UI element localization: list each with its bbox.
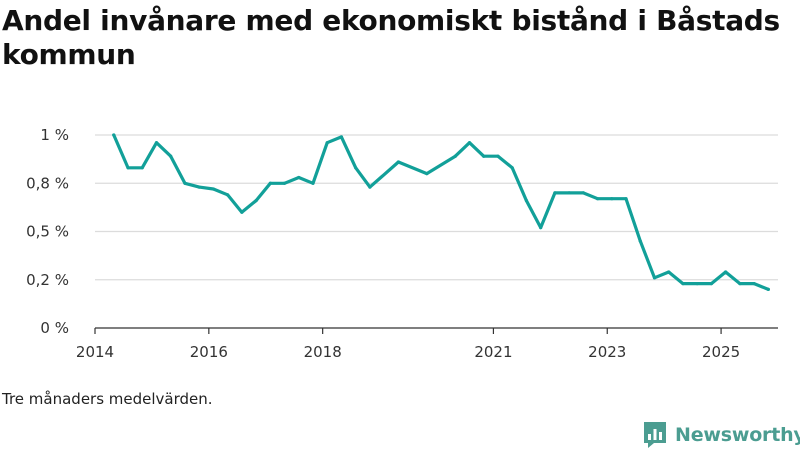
newsworthy-logo-icon bbox=[644, 422, 666, 448]
data-point bbox=[268, 181, 272, 185]
y-tick-label: 0,5 % bbox=[26, 223, 69, 241]
x-tick-label: 2018 bbox=[304, 343, 342, 361]
data-point bbox=[595, 197, 600, 201]
data-point bbox=[581, 191, 585, 195]
data-point bbox=[766, 287, 770, 291]
data-point bbox=[169, 154, 173, 158]
data-point bbox=[311, 181, 315, 185]
series-line bbox=[112, 133, 770, 291]
data-point bbox=[396, 160, 400, 164]
data-point bbox=[197, 185, 201, 189]
data-point bbox=[211, 187, 215, 191]
x-tick-label: 2014 bbox=[76, 343, 114, 361]
data-point bbox=[112, 133, 116, 137]
data-point bbox=[738, 282, 742, 286]
data-point bbox=[510, 166, 514, 170]
data-point bbox=[752, 282, 756, 286]
data-point bbox=[695, 282, 699, 286]
data-point bbox=[496, 154, 500, 158]
y-tick-label: 0,8 % bbox=[26, 174, 69, 192]
data-point bbox=[667, 270, 671, 274]
data-point bbox=[183, 181, 187, 185]
data-point bbox=[482, 154, 486, 158]
data-point bbox=[467, 141, 472, 145]
data-point bbox=[567, 191, 571, 195]
footnote: Tre månaders medelvärden. bbox=[2, 390, 213, 408]
data-point bbox=[240, 210, 244, 214]
x-tick-label: 2021 bbox=[474, 343, 512, 361]
data-point bbox=[610, 197, 614, 201]
brand-name: Newsworthy bbox=[675, 424, 800, 446]
y-tick-label: 1 % bbox=[40, 126, 69, 144]
y-tick-label: 0,2 % bbox=[26, 271, 69, 289]
data-point bbox=[539, 226, 543, 230]
data-point bbox=[254, 199, 258, 203]
data-point bbox=[425, 172, 429, 176]
data-point bbox=[553, 191, 557, 195]
data-point bbox=[297, 175, 301, 180]
x-tick-label: 2023 bbox=[588, 343, 626, 361]
data-point bbox=[709, 282, 714, 286]
data-point bbox=[339, 135, 344, 139]
data-point bbox=[681, 282, 685, 286]
x-tick-label: 2016 bbox=[190, 343, 228, 361]
data-point bbox=[325, 141, 329, 145]
data-point bbox=[638, 239, 642, 243]
data-point bbox=[724, 270, 728, 274]
data-point bbox=[453, 154, 457, 158]
data-point bbox=[226, 193, 230, 197]
x-tick-label: 2025 bbox=[702, 343, 740, 361]
data-point bbox=[652, 276, 657, 280]
data-point bbox=[624, 197, 628, 201]
data-point bbox=[140, 166, 144, 170]
data-point bbox=[354, 166, 358, 170]
brand-logo: Newsworthy bbox=[642, 420, 800, 450]
chart-title: Andel invånare med ekonomiskt bistånd i … bbox=[2, 4, 780, 71]
data-point bbox=[154, 141, 159, 145]
data-point bbox=[282, 181, 287, 185]
data-point bbox=[524, 199, 529, 203]
data-point bbox=[368, 185, 372, 189]
data-point bbox=[126, 166, 130, 170]
y-tick-label: 0 % bbox=[40, 319, 69, 337]
